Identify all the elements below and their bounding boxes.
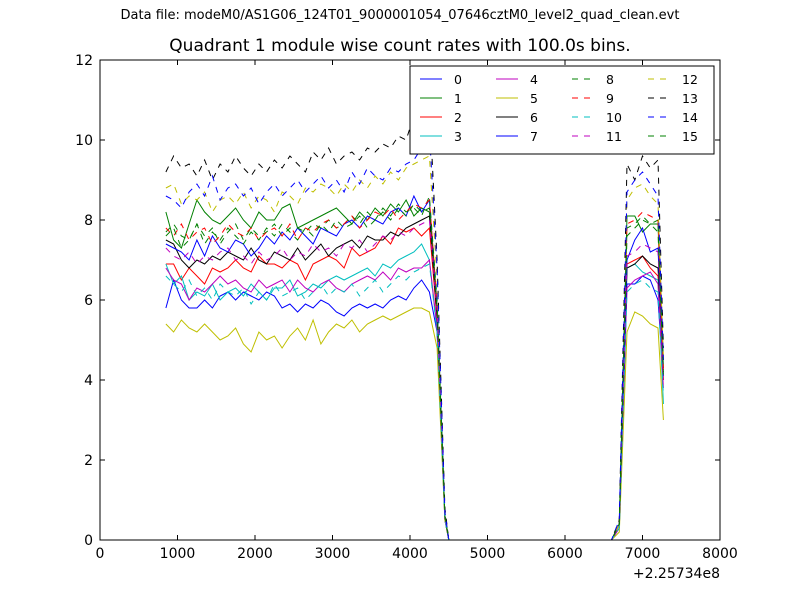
legend-label-13: 13 bbox=[682, 91, 698, 106]
axes-layer: 0 1000 2000 3000 4000 5000 6000 7000 80000246810… bbox=[75, 53, 738, 582]
x-tick-label: 6000 bbox=[547, 546, 583, 562]
legend-label-6: 6 bbox=[530, 110, 538, 125]
legend-label-8: 8 bbox=[606, 72, 614, 87]
x-tick-label: 5000 bbox=[470, 546, 506, 562]
series-line-4 bbox=[165, 258, 664, 541]
legend-label-14: 14 bbox=[682, 110, 698, 125]
legend-label-1: 1 bbox=[454, 91, 462, 106]
legend-label-4: 4 bbox=[530, 72, 538, 87]
x-offset-label: +2.25734e8 bbox=[633, 566, 720, 582]
x-tick-label: 4000 bbox=[392, 546, 428, 562]
legend-label-9: 9 bbox=[606, 91, 614, 106]
y-tick-label: 0 bbox=[84, 533, 93, 549]
legend-label-11: 11 bbox=[606, 129, 622, 144]
series-line-10 bbox=[165, 263, 664, 541]
legend-label-12: 12 bbox=[682, 72, 698, 87]
legend-label-2: 2 bbox=[454, 110, 462, 125]
legend-label-3: 3 bbox=[454, 129, 462, 144]
y-tick-label: 4 bbox=[84, 373, 93, 389]
y-tick-label: 6 bbox=[84, 293, 93, 309]
series-layer bbox=[165, 103, 664, 541]
legend-label-7: 7 bbox=[530, 129, 538, 144]
series-line-0 bbox=[165, 275, 664, 541]
series-line-13 bbox=[165, 103, 664, 541]
legend-label-10: 10 bbox=[606, 110, 622, 125]
y-tick-label: 12 bbox=[75, 53, 93, 69]
x-tick-label: 2000 bbox=[237, 546, 273, 562]
legend-label-5: 5 bbox=[530, 91, 538, 106]
series-line-2 bbox=[165, 226, 664, 541]
y-tick-label: 10 bbox=[75, 133, 93, 149]
x-tick-label: 8000 bbox=[702, 546, 738, 562]
x-tick-label: 7000 bbox=[625, 546, 661, 562]
series-line-12 bbox=[165, 155, 664, 541]
series-line-3 bbox=[165, 243, 664, 541]
y-tick-label: 2 bbox=[84, 453, 93, 469]
legend-box bbox=[409, 65, 715, 155]
x-tick-label: 0 bbox=[96, 546, 105, 562]
x-tick-label: 1000 bbox=[160, 546, 196, 562]
y-tick-label: 8 bbox=[84, 213, 93, 229]
legend-label-0: 0 bbox=[454, 72, 462, 87]
series-line-5 bbox=[165, 307, 664, 541]
series-line-14 bbox=[165, 130, 664, 541]
legend-label-15: 15 bbox=[682, 129, 698, 144]
series-line-15 bbox=[165, 203, 664, 541]
series-line-9 bbox=[165, 198, 664, 541]
x-tick-label: 3000 bbox=[315, 546, 351, 562]
chart-title: Quadrant 1 module wise count rates with … bbox=[169, 36, 631, 56]
series-line-8 bbox=[165, 195, 664, 541]
suptitle: Data file: modeM0/AS1G06_124T01_90000010… bbox=[120, 8, 680, 23]
series-line-7 bbox=[165, 194, 664, 541]
